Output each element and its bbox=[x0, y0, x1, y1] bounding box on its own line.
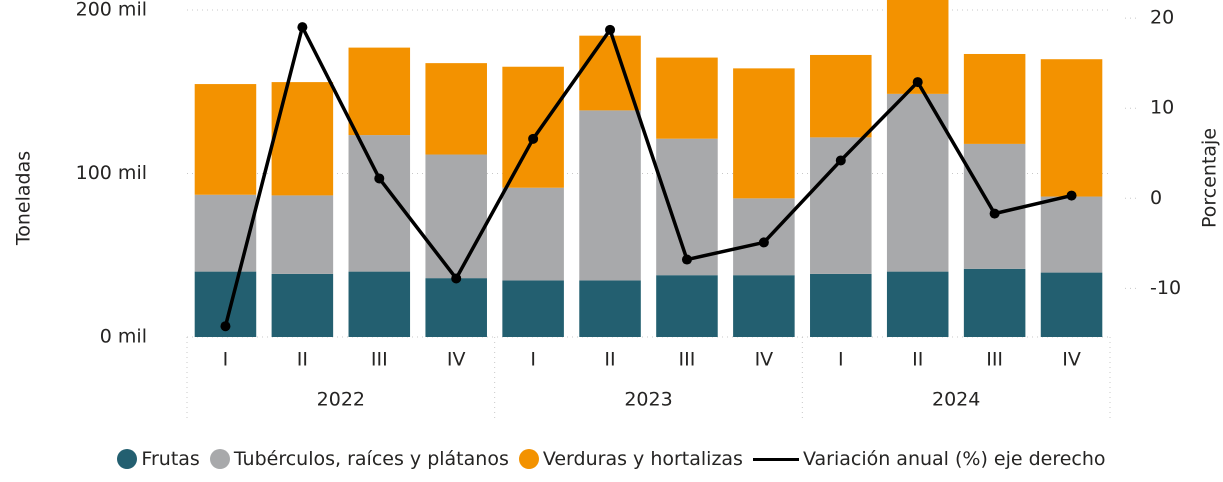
bar bbox=[425, 154, 487, 279]
bar bbox=[810, 273, 872, 337]
line-point bbox=[451, 273, 462, 284]
bar bbox=[348, 47, 411, 136]
line-point bbox=[528, 133, 539, 144]
y-tick-label: 200 mil bbox=[76, 0, 147, 21]
legend-label: Frutas bbox=[141, 448, 200, 470]
bar bbox=[579, 110, 641, 281]
bar bbox=[271, 82, 334, 196]
y2-tick-label: -10 bbox=[1150, 277, 1181, 299]
bar bbox=[425, 63, 487, 155]
bar bbox=[271, 273, 334, 337]
bar bbox=[194, 194, 257, 272]
line-point bbox=[758, 237, 769, 248]
line-point bbox=[912, 77, 923, 88]
x-tick-label: III bbox=[679, 349, 696, 371]
x-tick-label: II bbox=[604, 349, 615, 371]
x-tick-label: I bbox=[838, 349, 844, 371]
bar bbox=[1040, 59, 1103, 197]
bar bbox=[733, 198, 795, 276]
group-label: 2022 bbox=[317, 389, 365, 411]
bar bbox=[1040, 272, 1103, 337]
x-tick-label: IV bbox=[447, 349, 466, 371]
x-tick-label: III bbox=[986, 349, 1003, 371]
x-tick-label: I bbox=[530, 349, 536, 371]
bar bbox=[733, 275, 795, 337]
line-point bbox=[1066, 190, 1077, 201]
y2-tick-label: 10 bbox=[1150, 97, 1174, 119]
y2-axis-title: Porcentaje bbox=[1199, 128, 1221, 228]
bar bbox=[502, 280, 564, 337]
bar bbox=[886, 271, 949, 337]
legend: Frutas Tubérculos, raíces y plátanos Verdu… bbox=[0, 448, 1223, 470]
bar bbox=[1040, 196, 1103, 273]
x-tick-label: III bbox=[371, 349, 388, 371]
bar bbox=[963, 143, 1026, 269]
chart: Toneladas Porcentaje 0 mil 100 mil 200 mil… bbox=[13, 0, 1221, 420]
line-point bbox=[681, 254, 692, 265]
bar bbox=[656, 275, 718, 337]
y-tick-label: 0 mil bbox=[100, 326, 147, 348]
legend-swatch bbox=[117, 449, 138, 469]
line-point bbox=[297, 22, 308, 33]
line-point bbox=[220, 321, 231, 332]
x-tick-label: IV bbox=[755, 349, 774, 371]
bar bbox=[348, 271, 411, 337]
line bbox=[223, 22, 1072, 327]
bar bbox=[425, 278, 487, 337]
legend-swatch bbox=[752, 457, 799, 461]
line-point bbox=[374, 173, 385, 184]
bar bbox=[810, 54, 872, 138]
x-tick-label: IV bbox=[1062, 349, 1081, 371]
bar bbox=[579, 35, 641, 111]
legend-item: Tubérculos, raíces y plátanos bbox=[209, 448, 509, 470]
bar bbox=[656, 138, 718, 276]
legend-swatch bbox=[518, 449, 539, 469]
bar bbox=[502, 187, 564, 281]
bar bbox=[886, 93, 949, 272]
legend-label: Tubérculos, raíces y plátanos bbox=[233, 448, 509, 470]
line-point bbox=[835, 155, 846, 166]
legend-label: Verduras y hortalizas bbox=[542, 448, 743, 470]
y-axis-title: Toneladas bbox=[13, 151, 35, 246]
bar bbox=[963, 268, 1026, 337]
line-point bbox=[605, 24, 616, 35]
bar bbox=[194, 84, 257, 195]
bar bbox=[963, 53, 1026, 144]
legend-item: Variación anual (%) eje derecho bbox=[752, 448, 1106, 470]
bar bbox=[271, 195, 334, 274]
y2-tick-label: 20 bbox=[1150, 7, 1174, 29]
group-label: 2023 bbox=[624, 389, 672, 411]
y2-tick-label: 0 bbox=[1150, 187, 1162, 209]
y-tick-label: 100 mil bbox=[76, 162, 147, 184]
legend-item: Frutas bbox=[117, 448, 200, 470]
x-tick-label: II bbox=[912, 349, 923, 371]
bar bbox=[656, 57, 718, 139]
bar bbox=[733, 68, 795, 199]
bar bbox=[348, 135, 411, 272]
group-label: 2024 bbox=[932, 389, 980, 411]
legend-item: Verduras y hortalizas bbox=[518, 448, 743, 470]
legend-swatch bbox=[209, 449, 230, 469]
bar bbox=[502, 66, 564, 188]
legend-label: Variación anual (%) eje derecho bbox=[802, 448, 1106, 470]
x-tick-label: II bbox=[297, 349, 308, 371]
line-point bbox=[989, 208, 1000, 219]
bar bbox=[579, 280, 641, 337]
x-tick-label: I bbox=[223, 349, 229, 371]
